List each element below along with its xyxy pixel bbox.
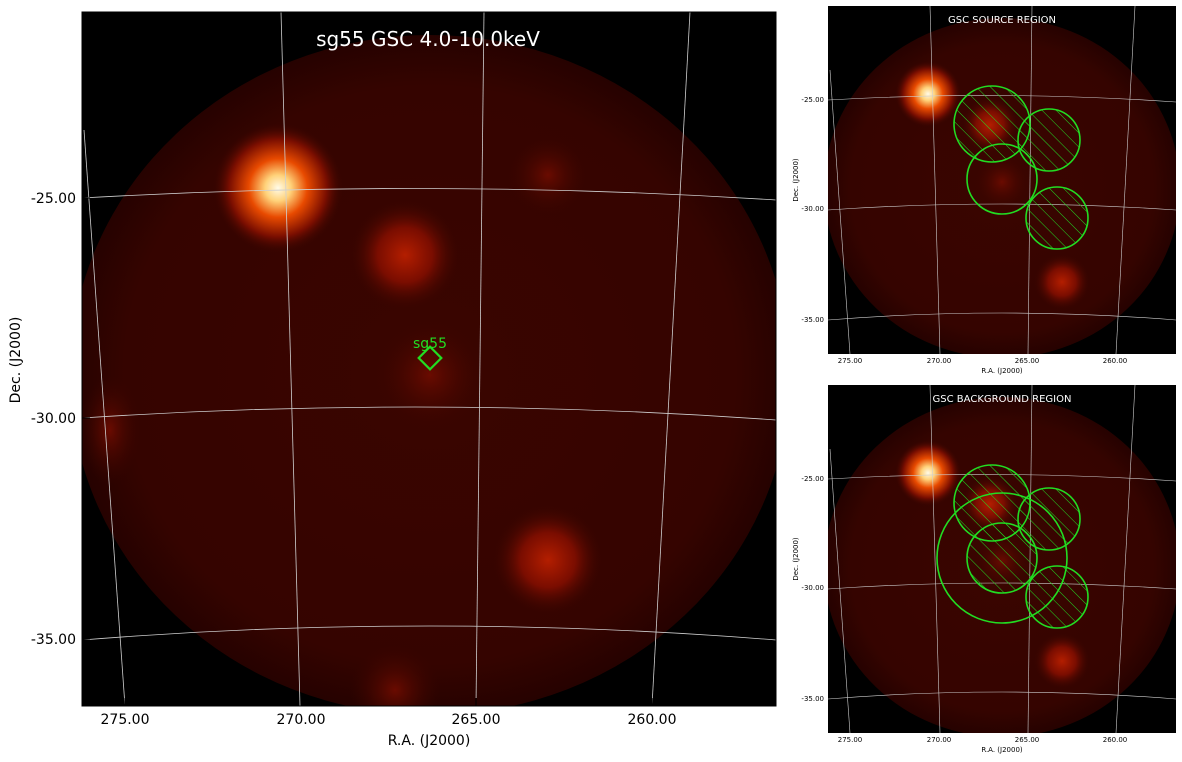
region-circle — [953, 85, 1031, 163]
y-tick-label: -35.00 — [801, 695, 824, 703]
background-region-panel: GSC BACKGROUND REGION -25.00 -30.00 -35.… — [790, 379, 1182, 758]
dec-grid-line — [82, 188, 776, 201]
x-tick-label: 275.00 — [838, 736, 863, 744]
x-ray-source — [350, 200, 460, 310]
x-tick-label: 260.00 — [1103, 736, 1128, 744]
x-ray-source — [375, 320, 485, 430]
x-tick-label: 260.00 — [628, 712, 677, 728]
bright-x-ray-source — [895, 61, 961, 127]
y-tick-label: -25.00 — [31, 191, 76, 207]
faint-source — [82, 375, 140, 485]
ra-grid-line — [83, 129, 126, 706]
excluded-region-circle — [1025, 565, 1089, 629]
y-axis-label: Dec. (J2000) — [792, 158, 800, 202]
source-sky-map: GSC SOURCE REGION -25.00 -30.00 -35.00 2… — [792, 6, 1176, 375]
x-axis-label: R.A. (J2000) — [388, 733, 471, 749]
x-ray-source — [493, 505, 603, 615]
ra-grid-line — [475, 12, 485, 706]
panel-title: GSC BACKGROUND REGION — [933, 394, 1072, 405]
y-axis-label: Dec. (J2000) — [8, 317, 24, 404]
x-tick-label: 265.00 — [1015, 736, 1040, 744]
y-axis-label: Dec. (J2000) — [792, 537, 800, 581]
x-tick-label: 270.00 — [927, 357, 952, 365]
source-regions — [953, 85, 1089, 250]
x-tick-label: 265.00 — [1015, 357, 1040, 365]
x-tick-label: 275.00 — [101, 712, 150, 728]
faint-source — [508, 135, 588, 215]
region-circle — [966, 143, 1038, 215]
x-tick-label: 265.00 — [452, 712, 501, 728]
x-tick-label: 260.00 — [1103, 357, 1128, 365]
main-title: sg55 GSC 4.0-10.0keV — [316, 27, 540, 51]
x-axis-label: R.A. (J2000) — [981, 367, 1023, 375]
y-tick-label: -30.00 — [801, 584, 824, 592]
ra-grid-line — [651, 12, 691, 706]
y-tick-label: -35.00 — [31, 632, 76, 648]
background-sky-map: GSC BACKGROUND REGION -25.00 -30.00 -35.… — [792, 385, 1176, 754]
y-tick-label: -25.00 — [801, 96, 824, 104]
source-region-panel: GSC SOURCE REGION -25.00 -30.00 -35.00 2… — [790, 0, 1182, 379]
x-tick-label: 270.00 — [277, 712, 326, 728]
x-tick-label: 270.00 — [927, 736, 952, 744]
background-regions — [936, 464, 1089, 629]
main-image-panel: sg55 sg55 GSC 4.0-10.0keV -25.00 -30.00 … — [8, 11, 777, 749]
y-tick-label: -35.00 — [801, 316, 824, 324]
x-axis-label: R.A. (J2000) — [981, 746, 1023, 754]
y-tick-label: -30.00 — [31, 411, 76, 427]
dec-grid-line — [82, 625, 776, 641]
region-circle — [1017, 108, 1081, 172]
marker-label: sg55 — [413, 336, 447, 352]
y-tick-label: -30.00 — [801, 205, 824, 213]
ra-grid-line — [280, 12, 301, 706]
excluded-region-circle — [966, 522, 1038, 594]
panel-title: GSC SOURCE REGION — [948, 15, 1056, 26]
excluded-region-circle — [1017, 487, 1081, 551]
faint-source — [350, 645, 440, 706]
bright-x-ray-source — [895, 440, 961, 506]
coordinate-grid — [82, 12, 776, 706]
main-sky-map: sg55 sg55 GSC 4.0-10.0keV -25.00 -30.00 … — [8, 11, 777, 749]
x-tick-label: 275.00 — [838, 357, 863, 365]
dec-grid-line — [82, 406, 776, 421]
bright-x-ray-source — [213, 123, 343, 253]
sg55-marker-icon — [417, 345, 443, 371]
region-circle — [1025, 186, 1089, 250]
y-tick-label: -25.00 — [801, 475, 824, 483]
